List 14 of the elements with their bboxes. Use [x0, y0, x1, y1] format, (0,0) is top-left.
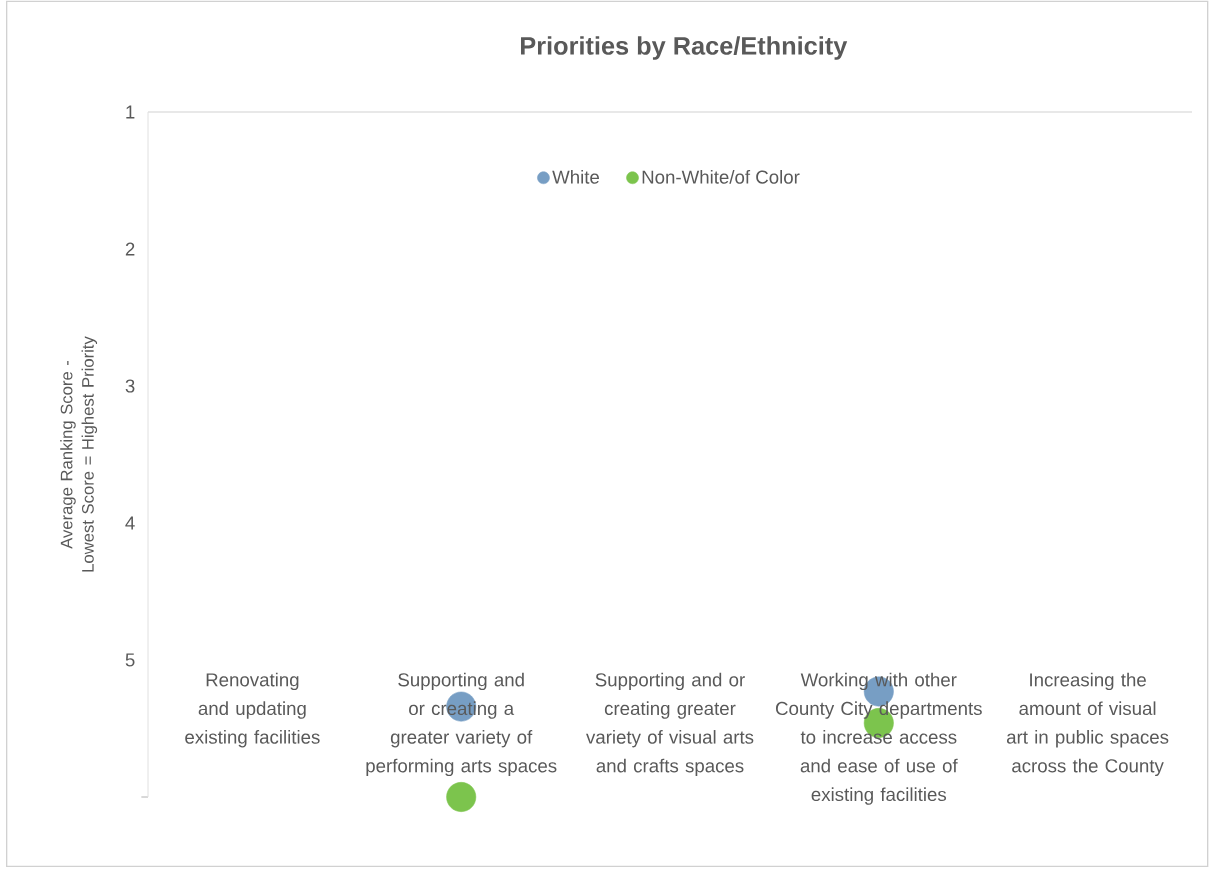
y-tick-label: 1 [126, 105, 135, 119]
chart-title: Priorities by Race/Ethnicity [521, 36, 848, 60]
x-tick-label: Increasing the amount of visual art in public spaces across the County [1006, 672, 1169, 777]
y-tick-label: 4 [125, 516, 135, 530]
legend-label: White [552, 169, 600, 184]
x-tick-label: Supporting and or creating greater variety of visual arts and crafts spaces [586, 672, 754, 777]
x-tick-label: Renovating and updating existing facilities [185, 672, 320, 748]
y-tick-label: 5 [125, 653, 135, 667]
x-tick-label: Working with other County City departments to increase access and ease of use of existing facilities [776, 672, 982, 805]
legend-label: Non-White/of Color [642, 169, 800, 184]
y-axis-title: Average Ranking Score - Lowest Score = Highest Priority [60, 336, 98, 572]
y-tick-label: 2 [125, 242, 135, 256]
y-tick-label: 3 [125, 379, 135, 393]
point [446, 782, 477, 812]
